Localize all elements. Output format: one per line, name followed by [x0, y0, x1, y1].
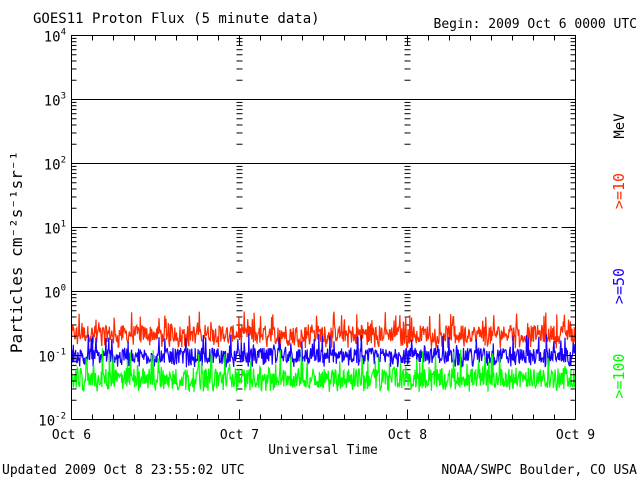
legend-entry: >=10	[610, 173, 628, 209]
y-tick-label: 104	[44, 28, 66, 46]
x-tick-label: Oct 8	[388, 428, 427, 443]
legend: MeV >=10 >=50 >=100	[610, 113, 628, 399]
y-tick-label: 100	[44, 284, 66, 302]
series-layer	[70, 311, 577, 393]
x-tick-label: Oct 6	[52, 428, 91, 443]
data-source: NOAA/SWPC Boulder, CO USA	[441, 463, 637, 478]
x-tick-label: Oct 9	[556, 428, 595, 443]
begin-time: Begin: 2009 Oct 6 0000 UTC	[434, 17, 638, 32]
y-tick-label: 102	[44, 156, 66, 174]
legend-entry: >=100	[610, 353, 628, 398]
series-line	[70, 311, 577, 349]
plot-grid	[71, 37, 576, 420]
axis-ticks: 10-2 10-1 100 101 102 103 104 Oct 6 Oct 7 Oct 8 Oc…	[38, 28, 595, 444]
x-axis-label: Universal Time	[268, 443, 378, 458]
y-axis-label: Particles cm⁻²s⁻¹sr⁻¹	[7, 151, 26, 353]
y-tick-label: 10-2	[38, 412, 66, 430]
y-tick-label: 101	[44, 220, 66, 238]
legend-unit: MeV	[612, 113, 628, 139]
updated-time: Updated 2009 Oct 8 23:55:02 UTC	[2, 463, 245, 478]
y-tick-label: 103	[44, 92, 66, 110]
series-line	[70, 348, 577, 393]
chart-title: GOES11 Proton Flux (5 minute data)	[33, 11, 320, 27]
legend-entry: >=50	[610, 268, 628, 304]
y-tick-label: 10-1	[38, 348, 66, 366]
x-tick-label: Oct 7	[220, 428, 259, 443]
